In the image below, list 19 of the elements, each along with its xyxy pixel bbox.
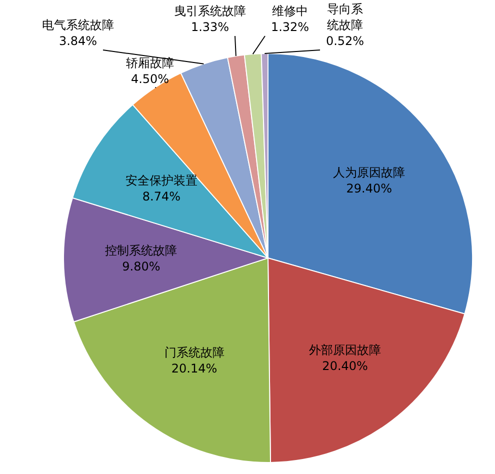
slice-label: 门系统故障 [164,345,224,360]
slice-label: 维修中 [272,4,308,18]
data-label: 20.40% [322,358,368,373]
slice-label: 曳引系统故障 [174,4,246,18]
slice-label: 人为原因故障 [333,166,406,180]
slice-label: 控制系统故障 [105,243,178,258]
slice-label: 外部原因故障 [309,342,382,357]
data-label: 1.33% [190,20,230,34]
slice-label: 安全保护装置 [125,173,198,188]
slice-label: 电气系统故障 [42,18,114,32]
data-label: 0.52% [326,34,364,48]
data-label: 20.14% [171,361,218,376]
data-label: 1.32% [270,20,310,34]
data-label: 9.80% [122,259,160,274]
data-label: 8.74% [142,189,181,204]
data-label: 4.50% [130,72,170,86]
slice-label: 导向系统故障 [327,2,363,32]
data-label: 3.84% [58,34,98,48]
data-label: 29.40% [346,182,392,196]
